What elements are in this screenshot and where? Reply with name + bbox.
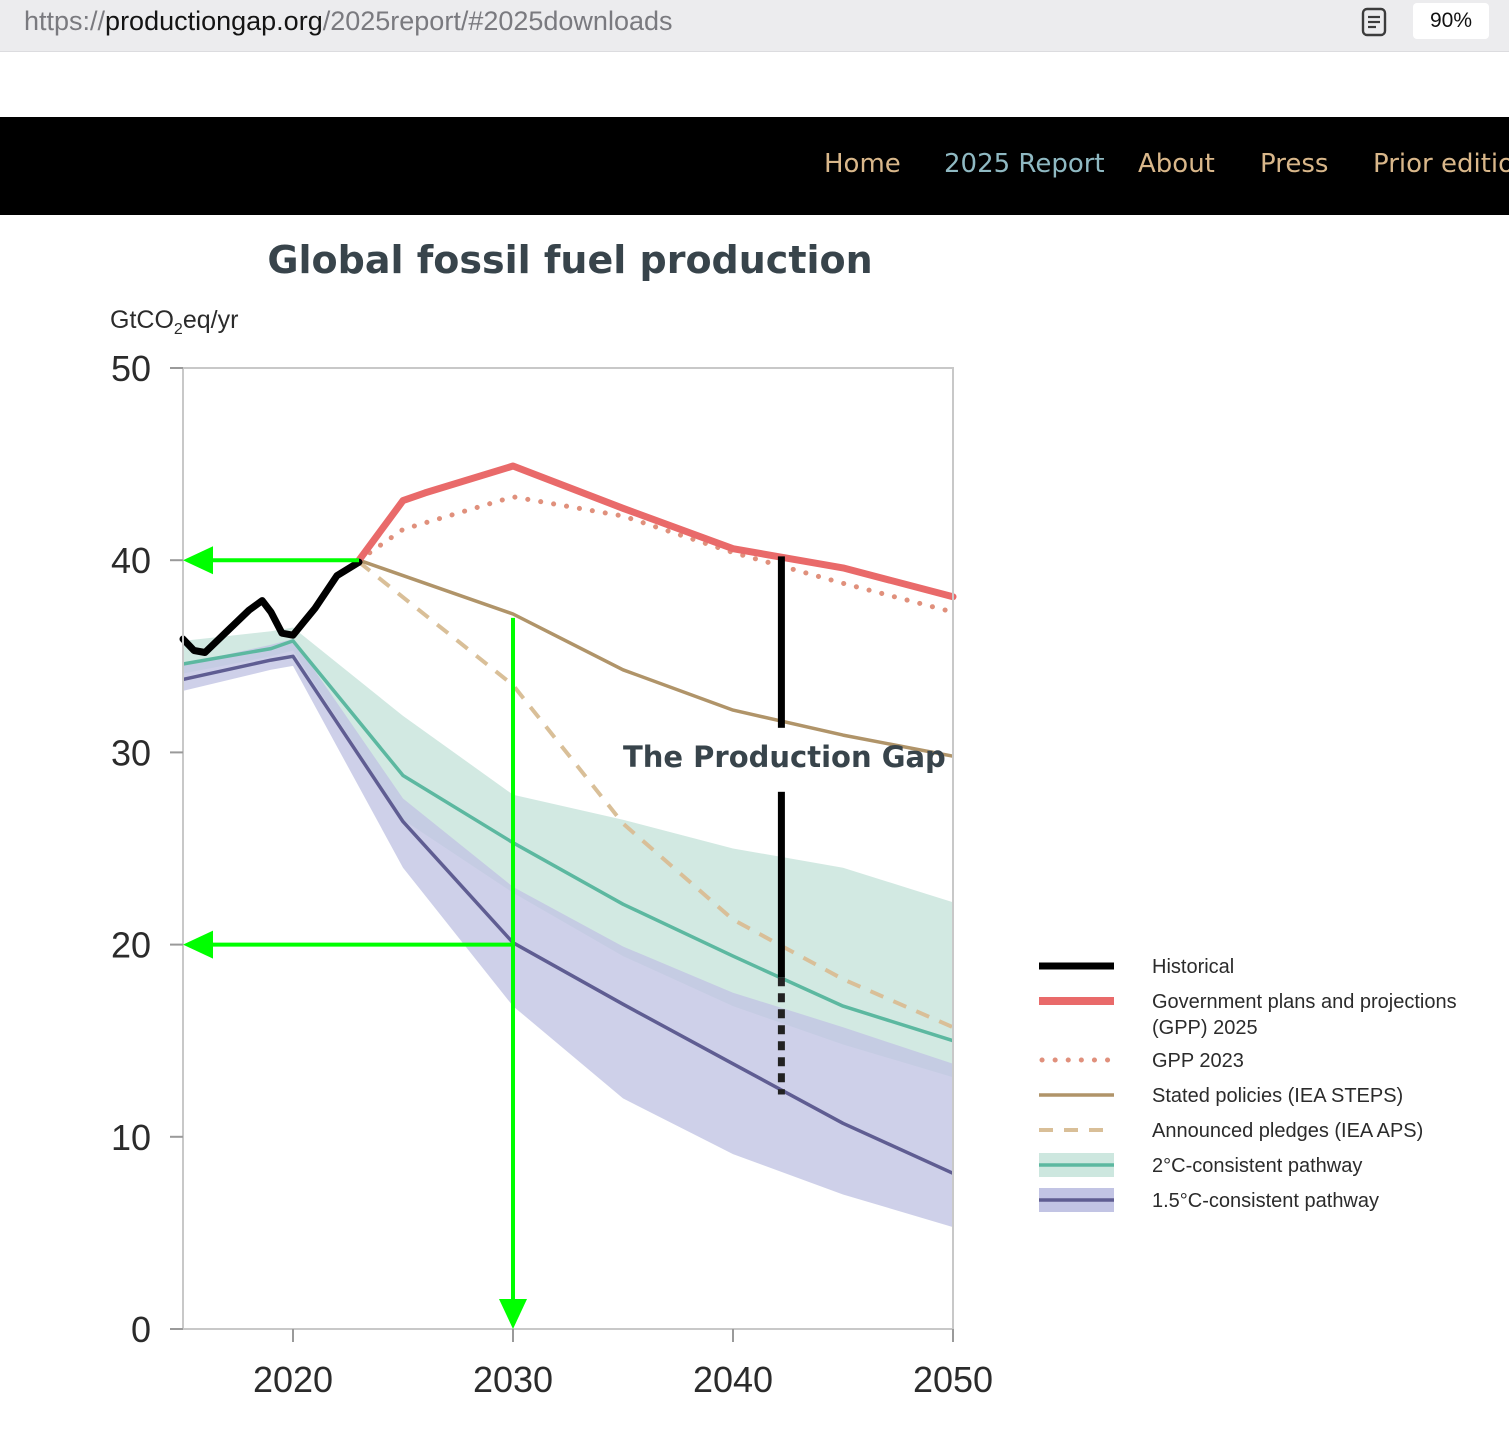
overlay-arrow-head: [183, 546, 213, 575]
y-axis-label: GtCO2eq/yr: [110, 306, 238, 338]
production-gap-annotation: The Production Gap: [623, 740, 946, 774]
zoom-level-button[interactable]: 90%: [1413, 3, 1489, 39]
legend-label: Stated policies (IEA STEPS): [1152, 1085, 1403, 1107]
nav-2025-report[interactable]: 2025 Report: [944, 149, 1105, 179]
nav-prior-editions[interactable]: Prior editio: [1373, 149, 1509, 179]
x-tick-label: 2040: [693, 1359, 773, 1400]
chart-title: Global fossil fuel production: [267, 238, 872, 282]
x-tick-label: 2020: [253, 1359, 333, 1400]
pathway-bands: [183, 627, 953, 1228]
chart-legend: Historical Government plans and projectio…: [1039, 956, 1457, 1212]
x-tick-label: 2050: [913, 1359, 993, 1400]
site-nav-bar: Home 2025 Report About Press Prior editi…: [0, 117, 1509, 215]
line-gpp2025: [355, 462, 957, 601]
production-gap-bar: [775, 556, 788, 1095]
legend-label: Government plans and projections: [1152, 991, 1457, 1013]
y-tick-label: 30: [111, 732, 151, 773]
legend-label: Announced pledges (IEA APS): [1152, 1120, 1423, 1142]
overlay-arrow-head: [183, 930, 213, 959]
line-steps: [358, 558, 954, 758]
legend-label: GPP 2023: [1152, 1050, 1244, 1072]
x-tick-label: 2030: [473, 1359, 553, 1400]
reader-view-icon[interactable]: [1361, 7, 1387, 37]
y-tick-label: 10: [111, 1117, 151, 1158]
overlay-arrows: [183, 546, 527, 1329]
y-axis-label-main: GtCO: [110, 306, 174, 334]
url-field[interactable]: https://productiongap.org/2025report/#20…: [24, 6, 673, 37]
y-tick-label: 50: [111, 348, 151, 389]
overlay-arrow-head: [499, 1299, 527, 1329]
legend-label: 1.5°C-consistent pathway: [1152, 1190, 1379, 1212]
y-axis-label-subscript: 2: [174, 321, 183, 338]
legend-label: Historical: [1152, 956, 1234, 978]
url-host: productiongap.org: [105, 6, 323, 36]
y-axis-label-tail: eq/yr: [183, 306, 239, 334]
y-tick-label: 40: [111, 540, 151, 581]
production-gap-chart: Global fossil fuel production GtCO2eq/yr…: [110, 238, 1457, 1400]
legend-label-line2: (GPP) 2025: [1152, 1017, 1258, 1039]
line-historical: [179, 558, 363, 656]
line-gpp2023: [356, 494, 956, 615]
url-scheme: https://: [24, 6, 106, 36]
gap-label-knockout: [775, 727, 788, 792]
y-tick-label: 20: [111, 925, 151, 966]
nav-home[interactable]: Home: [824, 149, 901, 179]
plot-frame: [182, 367, 954, 1330]
y-tick-label: 0: [131, 1309, 151, 1350]
browser-address-bar: https://productiongap.org/2025report/#20…: [0, 0, 1509, 52]
nav-about[interactable]: About: [1138, 149, 1215, 179]
nav-press[interactable]: Press: [1260, 149, 1329, 179]
url-path: /2025report/#2025downloads: [322, 6, 673, 36]
legend-label: 2°C-consistent pathway: [1152, 1155, 1362, 1177]
